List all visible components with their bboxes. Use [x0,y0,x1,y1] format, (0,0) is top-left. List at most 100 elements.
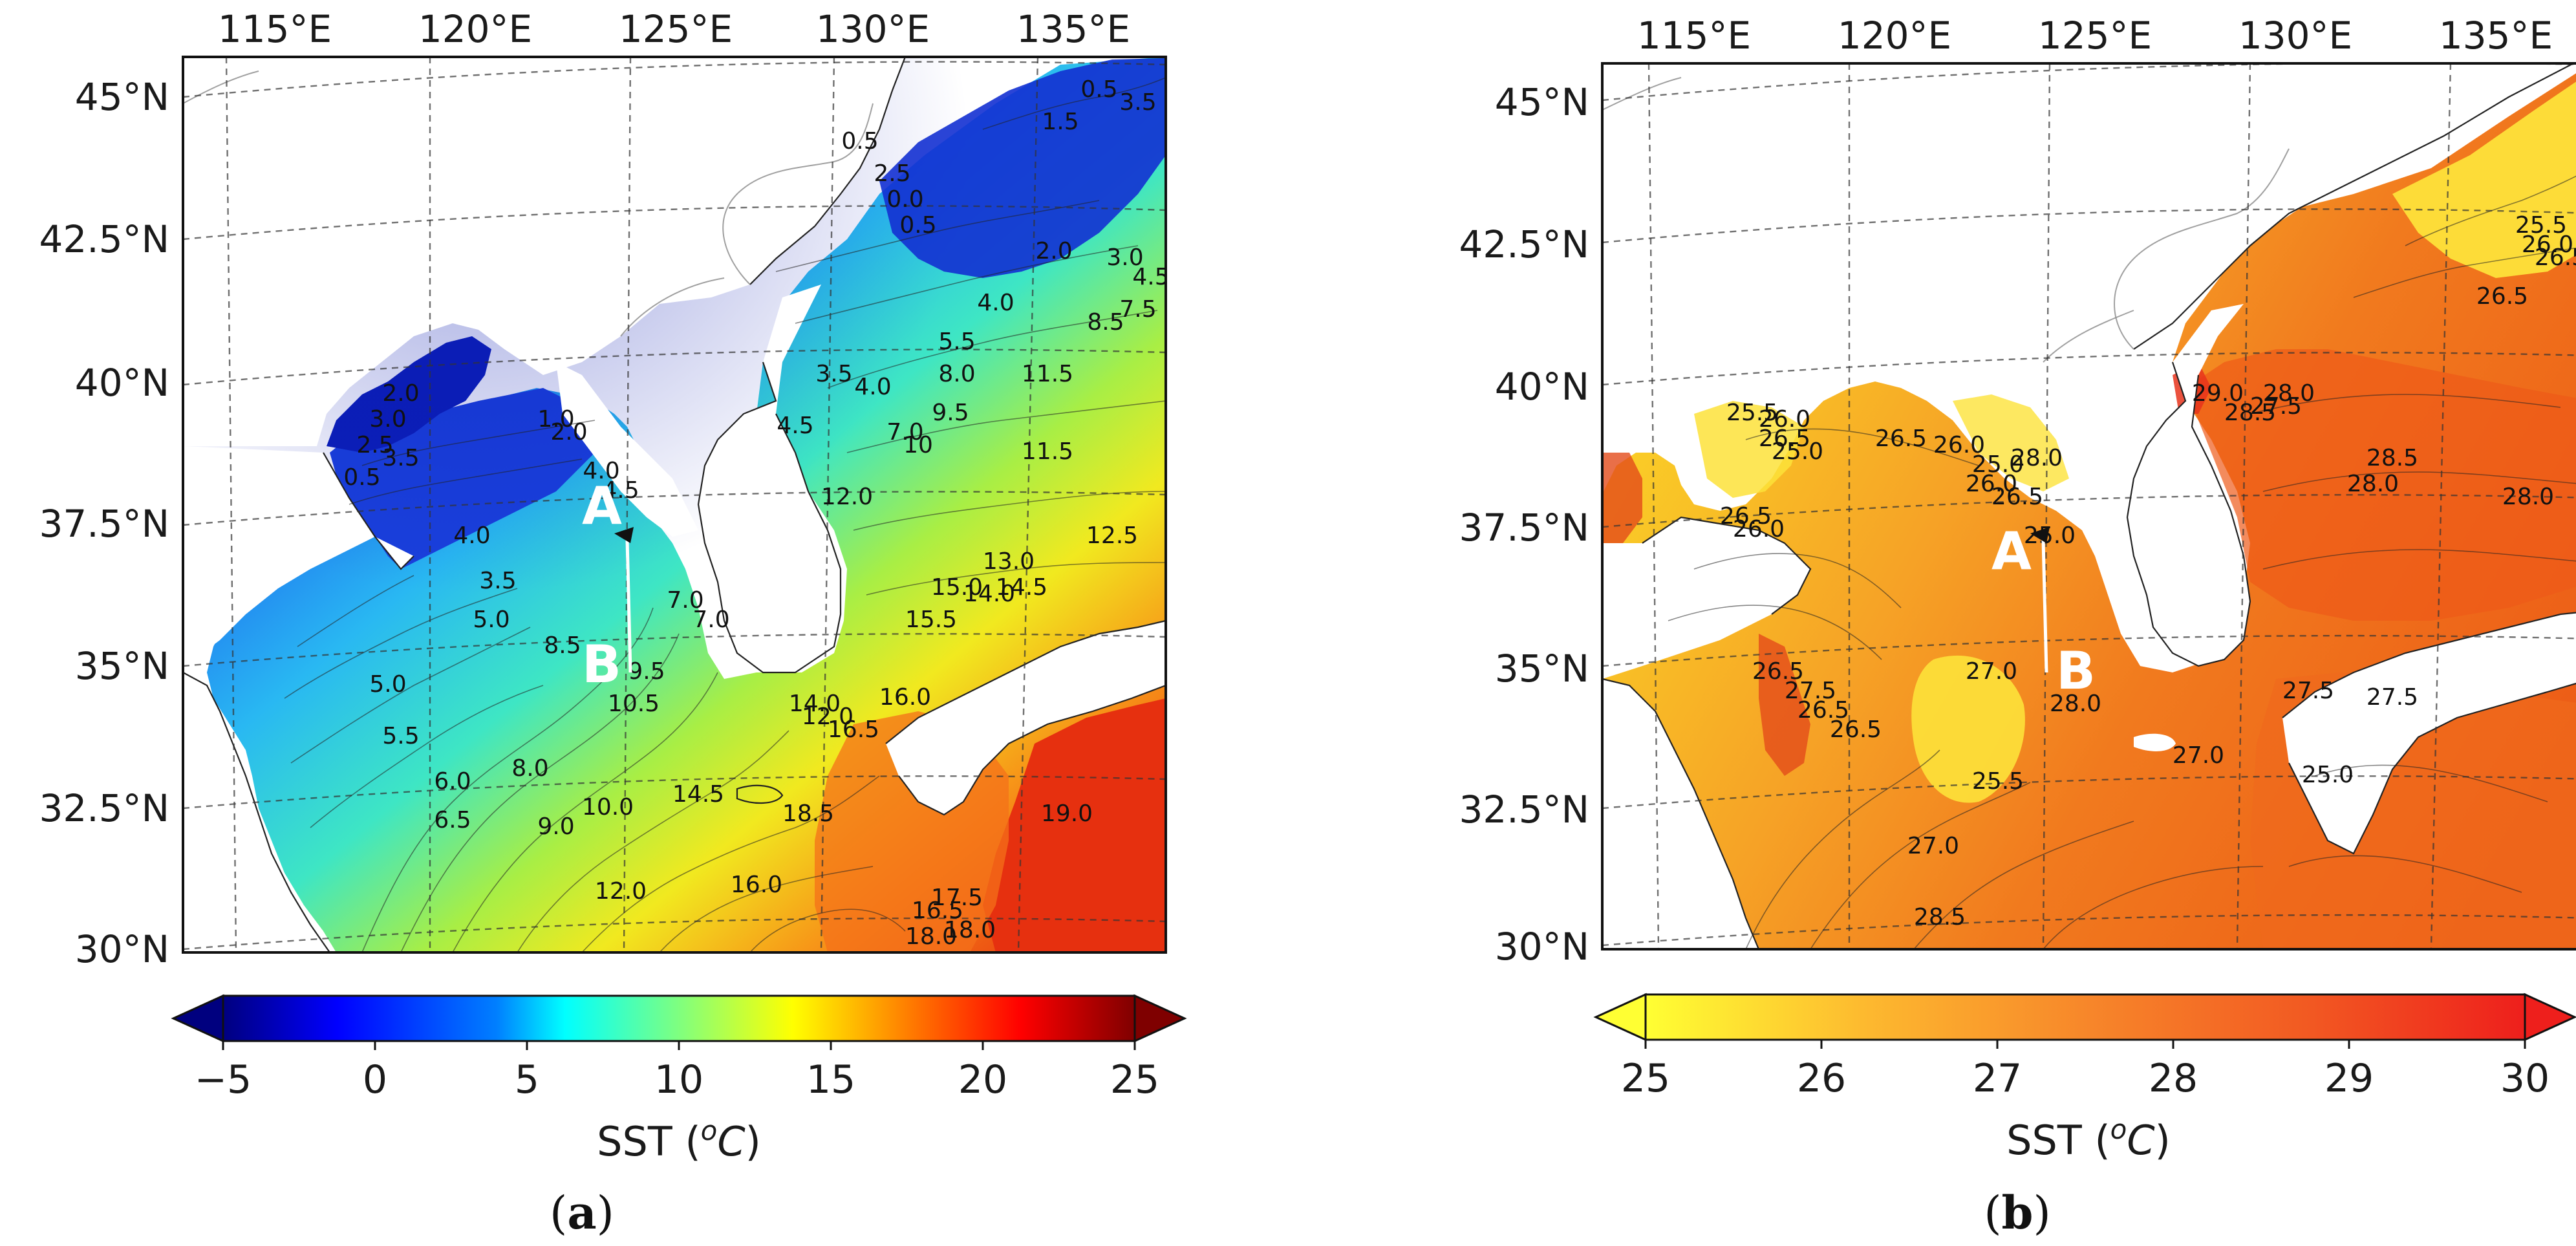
map-frame-a [182,56,1167,954]
contour-label: 0.5 [1080,76,1117,103]
lat-tick: 37.5°N [1459,506,1589,550]
land-china-south-a [183,672,330,952]
contour-label: 0.5 [343,464,380,491]
land-korea-b [2127,304,2250,666]
contour-label: 28.0 [2263,380,2315,407]
colorbar-title-b: SST (oC) [2006,1113,2171,1164]
land-china-north-a [183,57,905,446]
contour-label: 2.5 [356,432,393,458]
contour-label: 8.5 [544,632,581,659]
contour-label: 10.5 [608,691,660,717]
contour-label: 26.0 [1759,406,1810,433]
contour-label: 26.0 [1933,432,1985,458]
colorbar-bar-a [222,994,1136,1042]
contour-label: 12.0 [821,484,873,510]
lon-tick: 130°E [816,7,930,51]
graticule-a [183,57,1166,952]
colorbar-tick-label: 27 [1973,1056,2022,1101]
contour-label: 4.5 [777,413,813,439]
contour-label: 16.5 [828,716,879,743]
contour-label: 10.0 [582,794,634,821]
lon-tick: 130°E [2238,14,2352,58]
lat-tick: 40°N [75,361,169,405]
section-line-a [625,539,632,673]
contour-label: 5.5 [382,723,419,749]
contour-label: 14.5 [672,781,724,808]
lat-tick: 45°N [1495,80,1589,124]
contour-label: 0.5 [841,128,878,155]
contour-label: 1.0 [537,406,574,433]
colorbar-ticks-a: −5 0 5 10 15 20 25 [195,1041,1159,1102]
contour-label: 5.5 [938,328,975,355]
contour-label: 8.0 [511,755,548,782]
colorbar-extend-high-a [1133,994,1187,1043]
colorbar-tick-label: 29 [2324,1056,2374,1101]
colorbar-ticks-b: 25 26 27 28 29 30 [1621,1040,2549,1101]
contour-label: 16.5 [912,897,963,924]
borders-b [1602,77,2290,363]
lat-tick: 32.5°N [1459,788,1589,832]
contour-label: 3.5 [479,568,516,594]
contour-label: 9.5 [932,400,969,426]
contour-label: 4.0 [583,458,619,484]
contour-label: 28.0 [2502,484,2554,510]
contour-label: 12.5 [1086,522,1138,549]
contour-label: 27.0 [1907,833,1959,859]
contour-label: 28.5 [2367,445,2418,471]
contour-label: 11.5 [1022,361,1073,387]
lat-tick: 35°N [1495,647,1589,691]
panel-b: 25.526.026.526.527.529.028.028.528.528.0… [1459,14,2576,1240]
contour-label: 0.0 [886,186,923,213]
contour-label: 3.5 [815,361,852,387]
contour-label: 25.0 [1972,451,2024,478]
lon-tick: 125°E [2038,14,2152,58]
land-korea-a [698,285,841,672]
contour-label: 28.5 [2224,400,2276,426]
contour-label: 4.0 [854,374,891,400]
contour-label: 12.0 [595,878,647,905]
contour-label: 13.0 [983,548,1035,575]
land-japan-b [2282,612,2576,854]
section-label-end-a: B [582,634,621,694]
contour-label: 25.0 [2302,762,2354,788]
land-north-b [1602,63,2573,427]
kuroshio-a [983,698,1166,952]
contour-label: 15.0 [931,574,983,601]
lon-tick: 115°E [1637,14,1751,58]
contour-label: 26.5 [1752,658,1804,685]
contour-label: 7.5 [1119,296,1156,323]
colorbar-extend-low-a [171,994,224,1043]
map-a: 0.51.53.50.00.52.0 3.04.54.05.58.08.57.51… [183,57,1166,952]
contour-label: 28.0 [2347,471,2399,497]
contour-label: 16.0 [731,872,782,898]
contour-label: 26.5 [1830,716,1882,743]
colorbar-tick-label: 30 [2500,1056,2549,1101]
section-line-b [2041,539,2048,673]
contour-label: 17.5 [931,885,983,911]
contour-label: 27.0 [2173,742,2224,769]
contour-label: 7.0 [692,607,729,633]
panel-a: 0.51.53.50.00.52.0 3.04.54.05.58.08.57.51… [39,7,1187,1240]
colorbar-tick-label: 20 [958,1057,1007,1102]
contour-label: 4.5 [602,477,639,504]
contour-label: 8.5 [1087,309,1124,336]
graticule-b [1602,63,2576,949]
lon-tick: 115°E [218,7,332,51]
colorbar-tick-label: 25 [1621,1056,1670,1101]
colorbar-extend-high-b [2524,993,2576,1042]
contour-label: 14.0 [963,581,1015,607]
colorbar-extend-low-b [1593,993,1647,1042]
contour-label: 25.0 [2024,522,2076,549]
colorbar-tick-label: 5 [515,1057,539,1102]
colorbar-tick-label: 25 [1110,1057,1159,1102]
contour-label: 2.0 [550,419,587,446]
contour-label: 18.0 [944,917,996,943]
contour-label: 11.5 [1022,438,1073,465]
colorbar-title-a: SST (oC) [597,1115,761,1165]
lat-tick: 35°N [75,644,169,688]
contour-label: 9.0 [537,813,574,840]
section-label-end-b: B [2056,641,2096,701]
colorbar-tick-label: 28 [2149,1056,2198,1101]
contour-label: 27.5 [2282,678,2334,704]
